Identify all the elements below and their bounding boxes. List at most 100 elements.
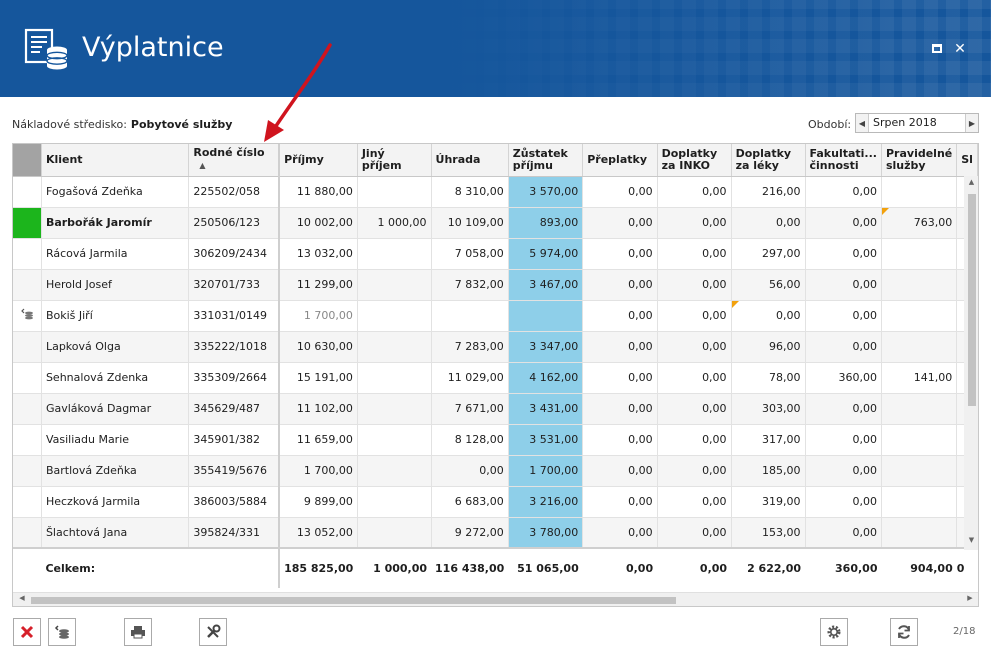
cell-preplatky: 0,00	[582, 455, 658, 487]
cell-inko: 0,00	[657, 331, 732, 363]
cell-leky: 297,00	[731, 238, 806, 270]
cell-fak: 0,00	[805, 424, 882, 456]
row-indicator	[13, 455, 42, 487]
scroll-down-icon[interactable]: ▼	[968, 536, 975, 544]
settings-button[interactable]	[820, 618, 848, 646]
header-doplatky-leky[interactable]: Doplatky za léky	[731, 144, 806, 177]
row-indicator	[13, 517, 42, 549]
client-name: Šlachtová Jana	[41, 517, 190, 549]
tools-button[interactable]	[199, 618, 227, 646]
table-row[interactable]: Gavláková Dagmar 345629/487 11 102,00 7 671…	[13, 393, 978, 425]
cell-fak: 0,00	[805, 517, 882, 549]
client-name: Herold Josef	[41, 269, 190, 301]
table-row[interactable]: Šlachtová Jana 395824/331 13 052,00 9 272,0…	[13, 517, 978, 549]
vertical-scrollbar[interactable]: ▲ ▼	[964, 176, 978, 550]
header-sl[interactable]: Sl	[956, 144, 978, 177]
sort-ascending-icon: ▲	[199, 161, 206, 171]
print-button[interactable]	[124, 618, 152, 646]
totals-zustatek: 51 065,00	[508, 547, 583, 588]
header-uhrada[interactable]: Úhrada	[431, 144, 509, 177]
header-pravidelne[interactable]: Pravidelné služby	[881, 144, 958, 177]
cell-inko: 0,00	[657, 207, 732, 239]
totals-prijmy: 185 825,00	[279, 547, 358, 588]
table-row[interactable]: Fogašová Zdeňka 225502/058 11 880,00 8 310,…	[13, 176, 978, 208]
row-indicator	[13, 300, 42, 332]
scroll-right-icon[interactable]: ▶	[967, 594, 973, 602]
cell-preplatky: 0,00	[582, 207, 658, 239]
cell-uhrada: 7 283,00	[431, 331, 509, 363]
birth-number: 395824/331	[188, 517, 281, 549]
cost-center-value: Pobytové služby	[130, 118, 233, 131]
client-name: Rácová Jarmila	[41, 238, 190, 270]
period-selector[interactable]: ◀ Srpen 2018 ▶	[855, 113, 979, 133]
birth-number: 355419/5676	[188, 455, 281, 487]
cell-jiny	[357, 393, 432, 425]
header-jiny-prijem[interactable]: Jiný příjem	[357, 144, 432, 177]
table-row[interactable]: Heczková Jarmila 386003/5884 9 899,00 6 683…	[13, 486, 978, 518]
cell-preplatky: 0,00	[582, 393, 658, 425]
refresh-button[interactable]	[890, 618, 918, 646]
cell-leky: 319,00	[731, 486, 806, 518]
row-indicator	[13, 331, 42, 363]
totals-row: Celkem: 185 825,00 1 000,00 116 438,00 5…	[13, 547, 978, 588]
header-zustatek[interactable]: Zůstatek příjmu	[508, 144, 584, 177]
cell-uhrada: 10 109,00	[431, 207, 509, 239]
cell-zustatek: 1 700,00	[508, 455, 584, 487]
cell-fak: 0,00	[805, 269, 882, 301]
header-preplatky[interactable]: Přeplatky	[582, 144, 658, 177]
cell-prijmy: 15 191,00	[279, 362, 358, 394]
client-name: Bartlová Zdeňka	[41, 455, 190, 487]
header-fakultativni[interactable]: Fakultati... činnosti	[805, 144, 882, 177]
table-row[interactable]: Bokiš Jiří 331031/0149 1 700,00 0,00 0,00 0,0…	[13, 300, 978, 332]
cell-preplatky: 0,00	[582, 424, 658, 456]
table-row[interactable]: Herold Josef 320701/733 11 299,00 7 832,00 3…	[13, 269, 978, 301]
table-row[interactable]: Vasiliadu Marie 345901/382 11 659,00 8 128,…	[13, 424, 978, 456]
cell-fak: 0,00	[805, 455, 882, 487]
row-indicator	[13, 486, 42, 518]
totals-indicator	[13, 547, 42, 588]
cell-zustatek: 3 531,00	[508, 424, 584, 456]
scroll-left-icon[interactable]: ◀	[19, 594, 25, 602]
header-prijmy[interactable]: Příjmy	[279, 144, 358, 177]
cell-leky: 0,00	[731, 300, 806, 332]
row-indicator	[13, 393, 42, 425]
gear-icon	[827, 625, 841, 639]
horizontal-scrollbar[interactable]: ◀ ▶	[13, 592, 978, 606]
cell-prijmy: 13 032,00	[279, 238, 358, 270]
table-row[interactable]: Bartlová Zdeňka 355419/5676 1 700,00 0,00 1 …	[13, 455, 978, 487]
table-row[interactable]: Sehnalová Zdenka 335309/2664 15 191,00 11 0…	[13, 362, 978, 394]
table-row[interactable]: Rácová Jarmila 306209/2434 13 032,00 7 058,…	[13, 238, 978, 270]
header-indicator	[13, 144, 42, 177]
header-rodne-cislo[interactable]: Rodné číslo▲	[188, 144, 281, 177]
birth-number: 386003/5884	[188, 486, 281, 518]
table-row[interactable]: Barbořák Jaromír 250506/123 10 002,00 1 000…	[13, 207, 978, 239]
horizontal-scroll-thumb[interactable]	[31, 597, 676, 604]
period-next-icon[interactable]: ▶	[965, 114, 978, 132]
header-klient[interactable]: Klient	[41, 144, 190, 177]
cell-inko: 0,00	[657, 486, 732, 518]
period-label: Období:	[808, 118, 852, 131]
cell-uhrada: 7 671,00	[431, 393, 509, 425]
cell-uhrada: 7 832,00	[431, 269, 509, 301]
period-prev-icon[interactable]: ◀	[856, 114, 869, 132]
vertical-scroll-thumb[interactable]	[968, 194, 976, 406]
totals-rc	[188, 547, 281, 588]
scroll-up-icon[interactable]: ▲	[968, 178, 975, 186]
payslip-logo-icon	[24, 28, 68, 70]
cell-jiny: 1 000,00	[357, 207, 432, 239]
delete-button[interactable]	[13, 618, 41, 646]
cell-zustatek: 4 162,00	[508, 362, 584, 394]
birth-number: 335222/1018	[188, 331, 281, 363]
cell-leky: 96,00	[731, 331, 806, 363]
maximize-icon[interactable]	[930, 42, 944, 56]
header-doplatky-inko[interactable]: Doplatky za INKO	[657, 144, 732, 177]
cell-preplatky: 0,00	[582, 362, 658, 394]
client-name: Lapková Olga	[41, 331, 190, 363]
cost-center-label: Nákladové středisko:	[12, 118, 127, 131]
payout-button[interactable]	[48, 618, 76, 646]
table-row[interactable]: Lapková Olga 335222/1018 10 630,00 7 283,00…	[13, 331, 978, 363]
cell-prav	[881, 517, 958, 549]
cell-inko: 0,00	[657, 517, 732, 549]
cell-preplatky: 0,00	[582, 269, 658, 301]
close-icon[interactable]: ✕	[954, 41, 966, 57]
